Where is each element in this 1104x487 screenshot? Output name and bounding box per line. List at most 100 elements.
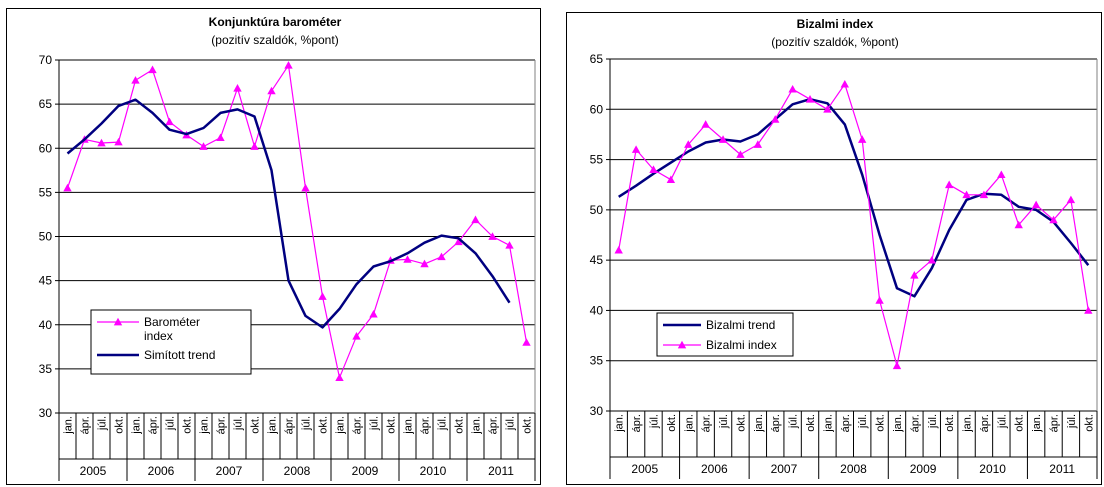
- year-label: 2009: [352, 464, 379, 478]
- data-point-marker: [318, 292, 327, 300]
- data-point-marker: [522, 338, 531, 346]
- y-tick-label: 30: [590, 404, 604, 418]
- month-label: okt.: [666, 414, 678, 432]
- month-label: jan.: [753, 414, 765, 433]
- data-point-marker: [910, 271, 919, 279]
- data-point-marker: [631, 145, 641, 153]
- month-label: júl.: [927, 414, 939, 429]
- data-point-marker: [284, 61, 293, 69]
- month-label: jan.: [962, 414, 974, 433]
- month-label: okt.: [114, 416, 126, 434]
- trend-line: [618, 97, 1090, 298]
- index-line: [618, 83, 1089, 367]
- chart-subtitle: (pozitív szaldók, %pont): [771, 35, 898, 49]
- month-label: ápr.: [148, 416, 160, 434]
- month-label: júl.: [233, 416, 245, 431]
- data-point-marker: [753, 140, 763, 148]
- data-point-marker: [488, 232, 497, 240]
- data-point-marker: [369, 309, 378, 318]
- month-label: ápr.: [1049, 414, 1061, 432]
- month-label: jan.: [822, 414, 834, 433]
- month-label: okt.: [1014, 414, 1026, 432]
- data-point-marker: [403, 255, 412, 263]
- data-point-marker: [335, 373, 344, 382]
- data-point-marker: [614, 245, 623, 254]
- month-label: ápr.: [352, 416, 364, 434]
- index-line: [66, 64, 528, 379]
- month-label: jan.: [614, 414, 626, 433]
- data-point-marker: [701, 120, 710, 128]
- data-point-marker: [301, 183, 310, 192]
- year-label: 2011: [488, 464, 514, 478]
- data-point-marker: [420, 259, 429, 268]
- month-label: jan.: [1031, 414, 1043, 433]
- chart-title: Konjunktúra barométer: [209, 15, 342, 29]
- month-label: ápr.: [420, 416, 432, 434]
- data-point-marker: [997, 170, 1006, 179]
- y-tick-label: 65: [39, 97, 53, 111]
- month-label: jan.: [335, 416, 347, 435]
- data-point-marker: [771, 115, 780, 123]
- data-point-marker: [979, 190, 989, 199]
- data-point-marker: [233, 84, 242, 92]
- data-point-marker: [471, 215, 480, 224]
- month-label: ápr.: [284, 416, 296, 434]
- y-tick-label: 50: [590, 203, 604, 217]
- data-point-marker: [148, 65, 157, 74]
- data-point-marker: [684, 140, 693, 148]
- month-label: okt.: [735, 414, 747, 432]
- data-point-marker: [788, 84, 797, 93]
- data-point-marker: [1031, 200, 1041, 209]
- data-point-marker: [840, 79, 850, 88]
- legend-label: index: [144, 329, 173, 343]
- chart-subtitle: (pozitív szaldók, %pont): [211, 33, 338, 47]
- y-tick-label: 60: [590, 102, 604, 116]
- y-tick-label: 60: [39, 141, 53, 155]
- legend-box: [656, 312, 794, 357]
- data-point-marker: [875, 296, 884, 304]
- month-label: okt.: [182, 416, 194, 434]
- data-point-marker: [165, 117, 174, 126]
- y-tick-label: 30: [39, 406, 53, 420]
- month-label: júl.: [301, 416, 313, 431]
- month-label: júl.: [857, 414, 869, 429]
- month-label: okt.: [944, 414, 956, 432]
- year-label: 2010: [420, 464, 447, 478]
- year-label: 2008: [284, 464, 311, 478]
- month-label: okt.: [250, 416, 262, 434]
- month-label: okt.: [805, 414, 817, 432]
- data-point-marker: [97, 138, 106, 147]
- data-point-marker: [666, 175, 676, 184]
- month-label: júl.: [648, 414, 660, 429]
- chart-title: Bizalmi index: [797, 17, 874, 31]
- month-label: ápr.: [979, 414, 991, 432]
- data-point-marker: [131, 76, 140, 84]
- y-tick-label: 45: [39, 274, 53, 288]
- month-label: okt.: [1083, 414, 1095, 432]
- year-label: 2006: [701, 462, 728, 476]
- data-point-marker: [962, 190, 971, 199]
- month-label: júl.: [505, 416, 517, 431]
- trend-line: [66, 98, 511, 329]
- month-label: júl.: [718, 414, 730, 429]
- data-point-marker: [823, 105, 832, 113]
- month-label: okt.: [875, 414, 887, 432]
- month-label: jan.: [471, 416, 483, 435]
- year-label: 2010: [979, 462, 1006, 476]
- y-tick-label: 35: [590, 354, 604, 368]
- data-point-marker: [1049, 215, 1058, 224]
- month-label: jan.: [892, 414, 904, 433]
- data-point-marker: [649, 165, 658, 173]
- year-label: 2008: [840, 462, 867, 476]
- y-tick-label: 55: [590, 153, 604, 167]
- data-point-marker: [114, 137, 123, 146]
- data-point-marker: [505, 241, 514, 249]
- y-tick-label: 40: [590, 303, 604, 317]
- chart-bizalmi: Bizalmi index (pozitív szaldók, %pont) 30 3…: [590, 17, 1098, 479]
- y-tick-label: 45: [590, 253, 604, 267]
- month-label: júl.: [996, 414, 1008, 429]
- month-label: okt.: [318, 416, 330, 434]
- data-point-marker: [927, 255, 936, 264]
- month-label: ápr.: [770, 414, 782, 432]
- month-label: ápr.: [701, 414, 713, 432]
